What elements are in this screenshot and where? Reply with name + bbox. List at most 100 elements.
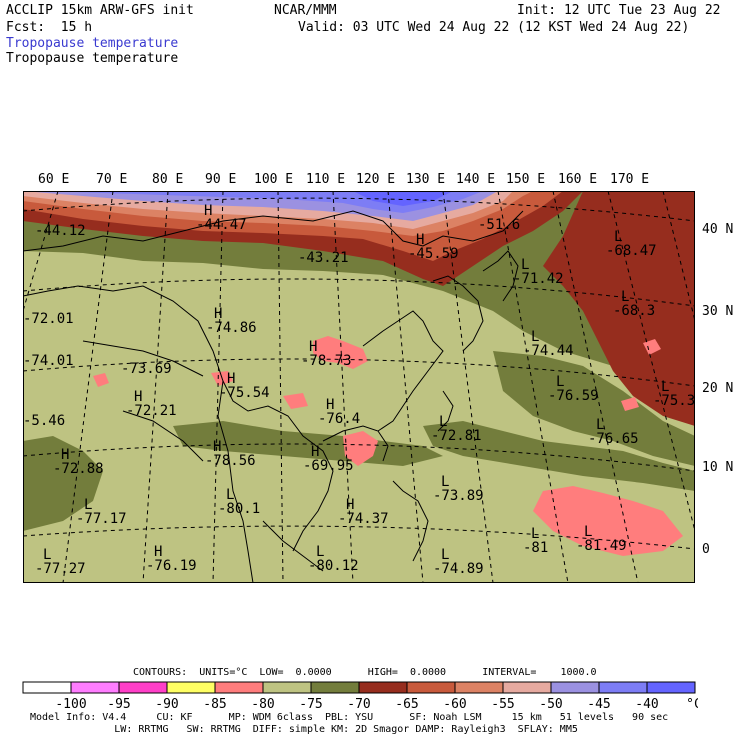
- center-type-24: H: [61, 447, 69, 463]
- center-type-21: L: [596, 417, 604, 433]
- legend-tick-11: -45: [587, 697, 610, 712]
- lon-label-6: 120 E: [356, 172, 396, 187]
- center-value-11: -73.69: [121, 361, 172, 377]
- center-value-25: -73.89: [433, 488, 484, 504]
- lon-label-8: 140 E: [456, 172, 496, 187]
- center-value-0: -44.12: [35, 223, 86, 239]
- center-type-16: H: [227, 371, 235, 387]
- lat-label-3: 10 N: [702, 460, 734, 475]
- legend-swatch-6: [310, 681, 360, 694]
- lon-label-1: 70 E: [96, 172, 128, 187]
- center-value-1: -44.47: [196, 217, 247, 233]
- legend-swatch-10: [502, 681, 552, 694]
- center-type-26: L: [84, 497, 92, 513]
- center-value-28: -74.37: [338, 511, 389, 527]
- center-type-1: H: [204, 203, 212, 219]
- coastlines: [23, 210, 524, 583]
- band-darkred-east: [543, 191, 695, 426]
- legend-tick-9: -55: [491, 697, 514, 712]
- lon-label-9: 150 E: [506, 172, 546, 187]
- patch-minus80-pacific: [533, 486, 683, 556]
- center-type-25: L: [441, 474, 449, 490]
- center-type-27: L: [226, 487, 234, 503]
- legend-swatch-8: [406, 681, 456, 694]
- legend-swatch-5: [262, 681, 312, 694]
- center-value-17: -72.21: [126, 403, 177, 419]
- center-type-15: L: [661, 379, 669, 395]
- forecast-hour: Fcst: 15 h: [6, 20, 93, 35]
- legend-swatch-13: [646, 681, 696, 694]
- valid-time: Valid: 03 UTC Wed 24 Aug 22 (12 KST Wed …: [298, 20, 690, 35]
- center-type-34: L: [441, 547, 449, 563]
- lon-label-2: 80 E: [152, 172, 184, 187]
- legend-tick-12: -40: [635, 697, 658, 712]
- legend-swatch-0: [22, 681, 72, 694]
- legend-swatch-7: [358, 681, 408, 694]
- center-type-6: L: [521, 257, 529, 273]
- center-type-33: L: [316, 544, 324, 560]
- center-value-8: -72.01: [23, 311, 74, 327]
- center-type-30: L: [584, 524, 592, 540]
- lat-label-2: 20 N: [702, 381, 734, 396]
- center-type-29: L: [531, 526, 539, 542]
- contour-center-labels: -44.12H-44.47-43.21H-45.59-51.6L-68.47L-…: [23, 203, 695, 577]
- center-type-14: L: [556, 374, 564, 390]
- legend-tick-2: -90: [155, 697, 178, 712]
- legend-unit: °C: [686, 697, 698, 712]
- field-title-shaded: Tropopause temperature: [6, 36, 179, 51]
- center-type-32: L: [43, 547, 51, 563]
- center-type-13: L: [531, 329, 539, 345]
- model-info-line2: LW: RRTMG SW: RRTMG DIFF: simple KM: 2D …: [30, 724, 578, 735]
- graticule: [23, 191, 695, 583]
- center-type-5: L: [614, 229, 622, 245]
- center-value-2: -43.21: [298, 250, 349, 266]
- legend-tick-3: -85: [203, 697, 226, 712]
- band-olive-central: [173, 421, 443, 466]
- center-value-24: -72.88: [53, 461, 104, 477]
- center-value-34: -74.89: [433, 561, 484, 577]
- center-value-4: -51.6: [478, 217, 520, 233]
- center-type-28: H: [346, 497, 354, 513]
- model-info-line1: Model Info: V4.4 CU: KF MP: WDM 6class P…: [30, 712, 669, 723]
- legend-swatch-2: [118, 681, 168, 694]
- legend-tick-7: -65: [395, 697, 418, 712]
- center-value-22: -78.56: [205, 453, 256, 469]
- center-value-33: -80.12: [308, 558, 359, 574]
- legend-swatch-12: [598, 681, 648, 694]
- lon-label-0: 60 E: [38, 172, 70, 187]
- legend-swatch-1: [70, 681, 120, 694]
- center-type-22: H: [213, 439, 221, 455]
- patch-minus80-south: [343, 431, 378, 466]
- center-type-12: H: [309, 339, 317, 355]
- center-type-19: H: [326, 397, 334, 413]
- field-title-contour: Tropopause temperature: [6, 51, 179, 66]
- center-value-31: -76.19: [146, 558, 197, 574]
- legend-tick-0: -100: [55, 697, 86, 712]
- center-value-9: -74.86: [206, 320, 257, 336]
- center-value-23: -69.95: [303, 458, 354, 474]
- color-legend: -100 -95 -90 -85 -80 -75 -70 -65 -60 -55 -50 -45 -40…: [22, 681, 698, 712]
- legend-swatch-9: [454, 681, 504, 694]
- center-type-23: H: [311, 444, 319, 460]
- center-type-31: H: [154, 544, 162, 560]
- center-value-5: -68.47: [606, 243, 657, 259]
- lon-label-11: 170 E: [610, 172, 650, 187]
- lat-label-4: 0: [702, 542, 710, 557]
- legend-swatch-11: [550, 681, 600, 694]
- center-type-20: L: [439, 414, 447, 430]
- lat-label-1: 30 N: [702, 304, 734, 319]
- center-value-13: -74.44: [523, 343, 574, 359]
- lat-label-0: 40 N: [702, 222, 734, 237]
- lon-label-5: 110 E: [306, 172, 346, 187]
- lon-label-10: 160 E: [558, 172, 598, 187]
- center-value-6: -71.42: [513, 271, 564, 287]
- legend-tick-8: -60: [443, 697, 466, 712]
- legend-swatch-3: [166, 681, 216, 694]
- model-title: ACCLIP 15km ARW-GFS init: [6, 3, 194, 18]
- center-value-26: -77.17: [76, 511, 127, 527]
- contours-info: CONTOURS: UNITS=°C LOW= 0.0000 HIGH= 0.0…: [133, 667, 597, 678]
- patch-minus80-east: [621, 339, 661, 411]
- center-title: NCAR/MMM: [274, 3, 337, 18]
- lon-label-4: 100 E: [254, 172, 294, 187]
- center-value-18: -5.46: [23, 413, 65, 429]
